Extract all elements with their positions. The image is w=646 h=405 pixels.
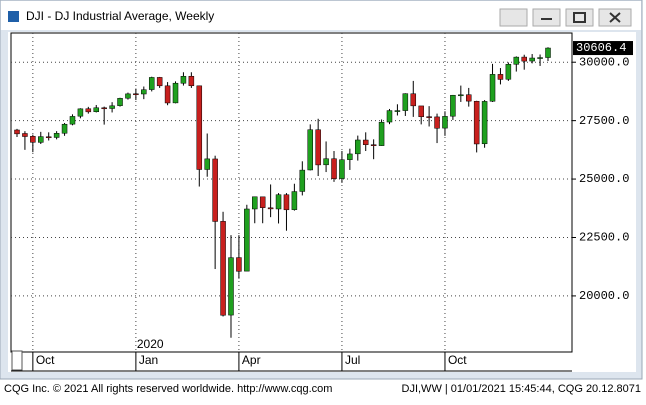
candle-body — [307, 129, 313, 171]
candle-body — [315, 129, 321, 166]
footer-right: DJI,WW | 01/01/2021 15:45:44, CQG 20.12.… — [402, 383, 642, 395]
candle-body — [141, 89, 147, 95]
x-tick-label: Jan — [139, 353, 158, 367]
x-tick-label: Oct — [36, 353, 55, 367]
y-tick-label: 30000.0 — [579, 55, 629, 69]
candle-body — [93, 107, 100, 113]
candle-body — [465, 94, 472, 102]
candle-body — [259, 196, 266, 208]
candle-body — [355, 139, 361, 155]
candle-body — [85, 108, 92, 113]
candle-body — [148, 77, 155, 90]
candle-body — [521, 56, 527, 62]
y-tick-label: 27500.0 — [579, 114, 629, 128]
candle-body — [172, 82, 179, 104]
window-icon — [8, 11, 19, 22]
candle-body — [473, 100, 480, 145]
candle-body — [331, 158, 337, 179]
candle-body — [101, 107, 107, 110]
candle-body — [378, 121, 385, 146]
scroll-box[interactable] — [11, 350, 23, 371]
close-glyph — [609, 12, 621, 23]
maximize-button[interactable] — [565, 8, 594, 27]
candle-body — [196, 85, 203, 170]
candle-body — [370, 144, 377, 146]
candle-body — [299, 169, 306, 192]
x-tick-label: Jul — [345, 353, 360, 367]
candle-body — [545, 47, 551, 58]
candle-body — [489, 74, 496, 102]
candle-body — [402, 93, 409, 111]
candle-body — [109, 105, 115, 109]
candle-body — [53, 133, 60, 138]
candle-body — [505, 64, 512, 80]
x-tick-label: Oct — [448, 353, 467, 367]
link-button[interactable] — [499, 8, 528, 27]
candle-body — [442, 116, 448, 129]
candle-body — [347, 153, 353, 160]
candle-body — [30, 136, 36, 143]
candle-body — [339, 159, 345, 179]
candle-body — [228, 257, 234, 316]
candle-body — [220, 221, 226, 316]
candle-body — [164, 85, 171, 104]
year-label: 2020 — [137, 337, 164, 351]
candle-body — [291, 191, 298, 210]
candle-body — [38, 136, 44, 143]
last-price-label: 30606.4 — [576, 41, 626, 55]
candle-body — [14, 129, 20, 135]
candle-body — [77, 108, 84, 117]
candle-body — [394, 110, 401, 112]
candle-body — [362, 139, 369, 145]
plot-area — [10, 32, 573, 353]
x-tick-label: Apr — [242, 353, 261, 367]
candle-body — [117, 98, 123, 106]
last-price-box — [573, 41, 633, 56]
candle-body — [434, 116, 440, 129]
candle-body — [244, 208, 250, 272]
candle-body — [275, 194, 282, 210]
footer-left: CQG Inc. © 2021 All rights reserved worl… — [4, 383, 332, 395]
y-tick-label: 25000.0 — [579, 172, 629, 186]
candle-body — [410, 93, 417, 107]
candle-body — [61, 123, 68, 134]
candle-body — [267, 207, 274, 210]
candle-body — [513, 56, 520, 65]
minimize-button[interactable] — [532, 8, 561, 27]
maximize-glyph — [573, 12, 586, 23]
candle-body — [283, 194, 290, 211]
candle-body — [386, 110, 393, 123]
candle-body — [188, 75, 195, 87]
candle-body — [418, 105, 424, 118]
y-tick-label: 22500.0 — [579, 231, 629, 245]
candle-body — [481, 101, 488, 145]
candle-body — [497, 74, 504, 80]
candle-body — [180, 76, 187, 84]
candle-body — [450, 94, 456, 117]
candle-body — [204, 158, 210, 170]
candle-body — [45, 136, 52, 139]
candle-body — [156, 77, 163, 87]
candle-body — [252, 196, 258, 210]
candle-body — [22, 133, 28, 137]
candle-body — [212, 158, 218, 222]
candle-body — [69, 116, 76, 125]
candle-body — [323, 158, 329, 166]
y-tick-label: 20000.0 — [579, 289, 629, 303]
candle-body — [133, 93, 139, 96]
candle-body — [125, 93, 131, 99]
candle-body — [529, 57, 535, 62]
candle-body — [537, 57, 543, 59]
candle-body — [426, 116, 432, 118]
candle-body — [458, 94, 464, 97]
window-title: DJI - DJ Industrial Average, Weekly — [26, 9, 214, 23]
candle-body — [236, 257, 242, 272]
